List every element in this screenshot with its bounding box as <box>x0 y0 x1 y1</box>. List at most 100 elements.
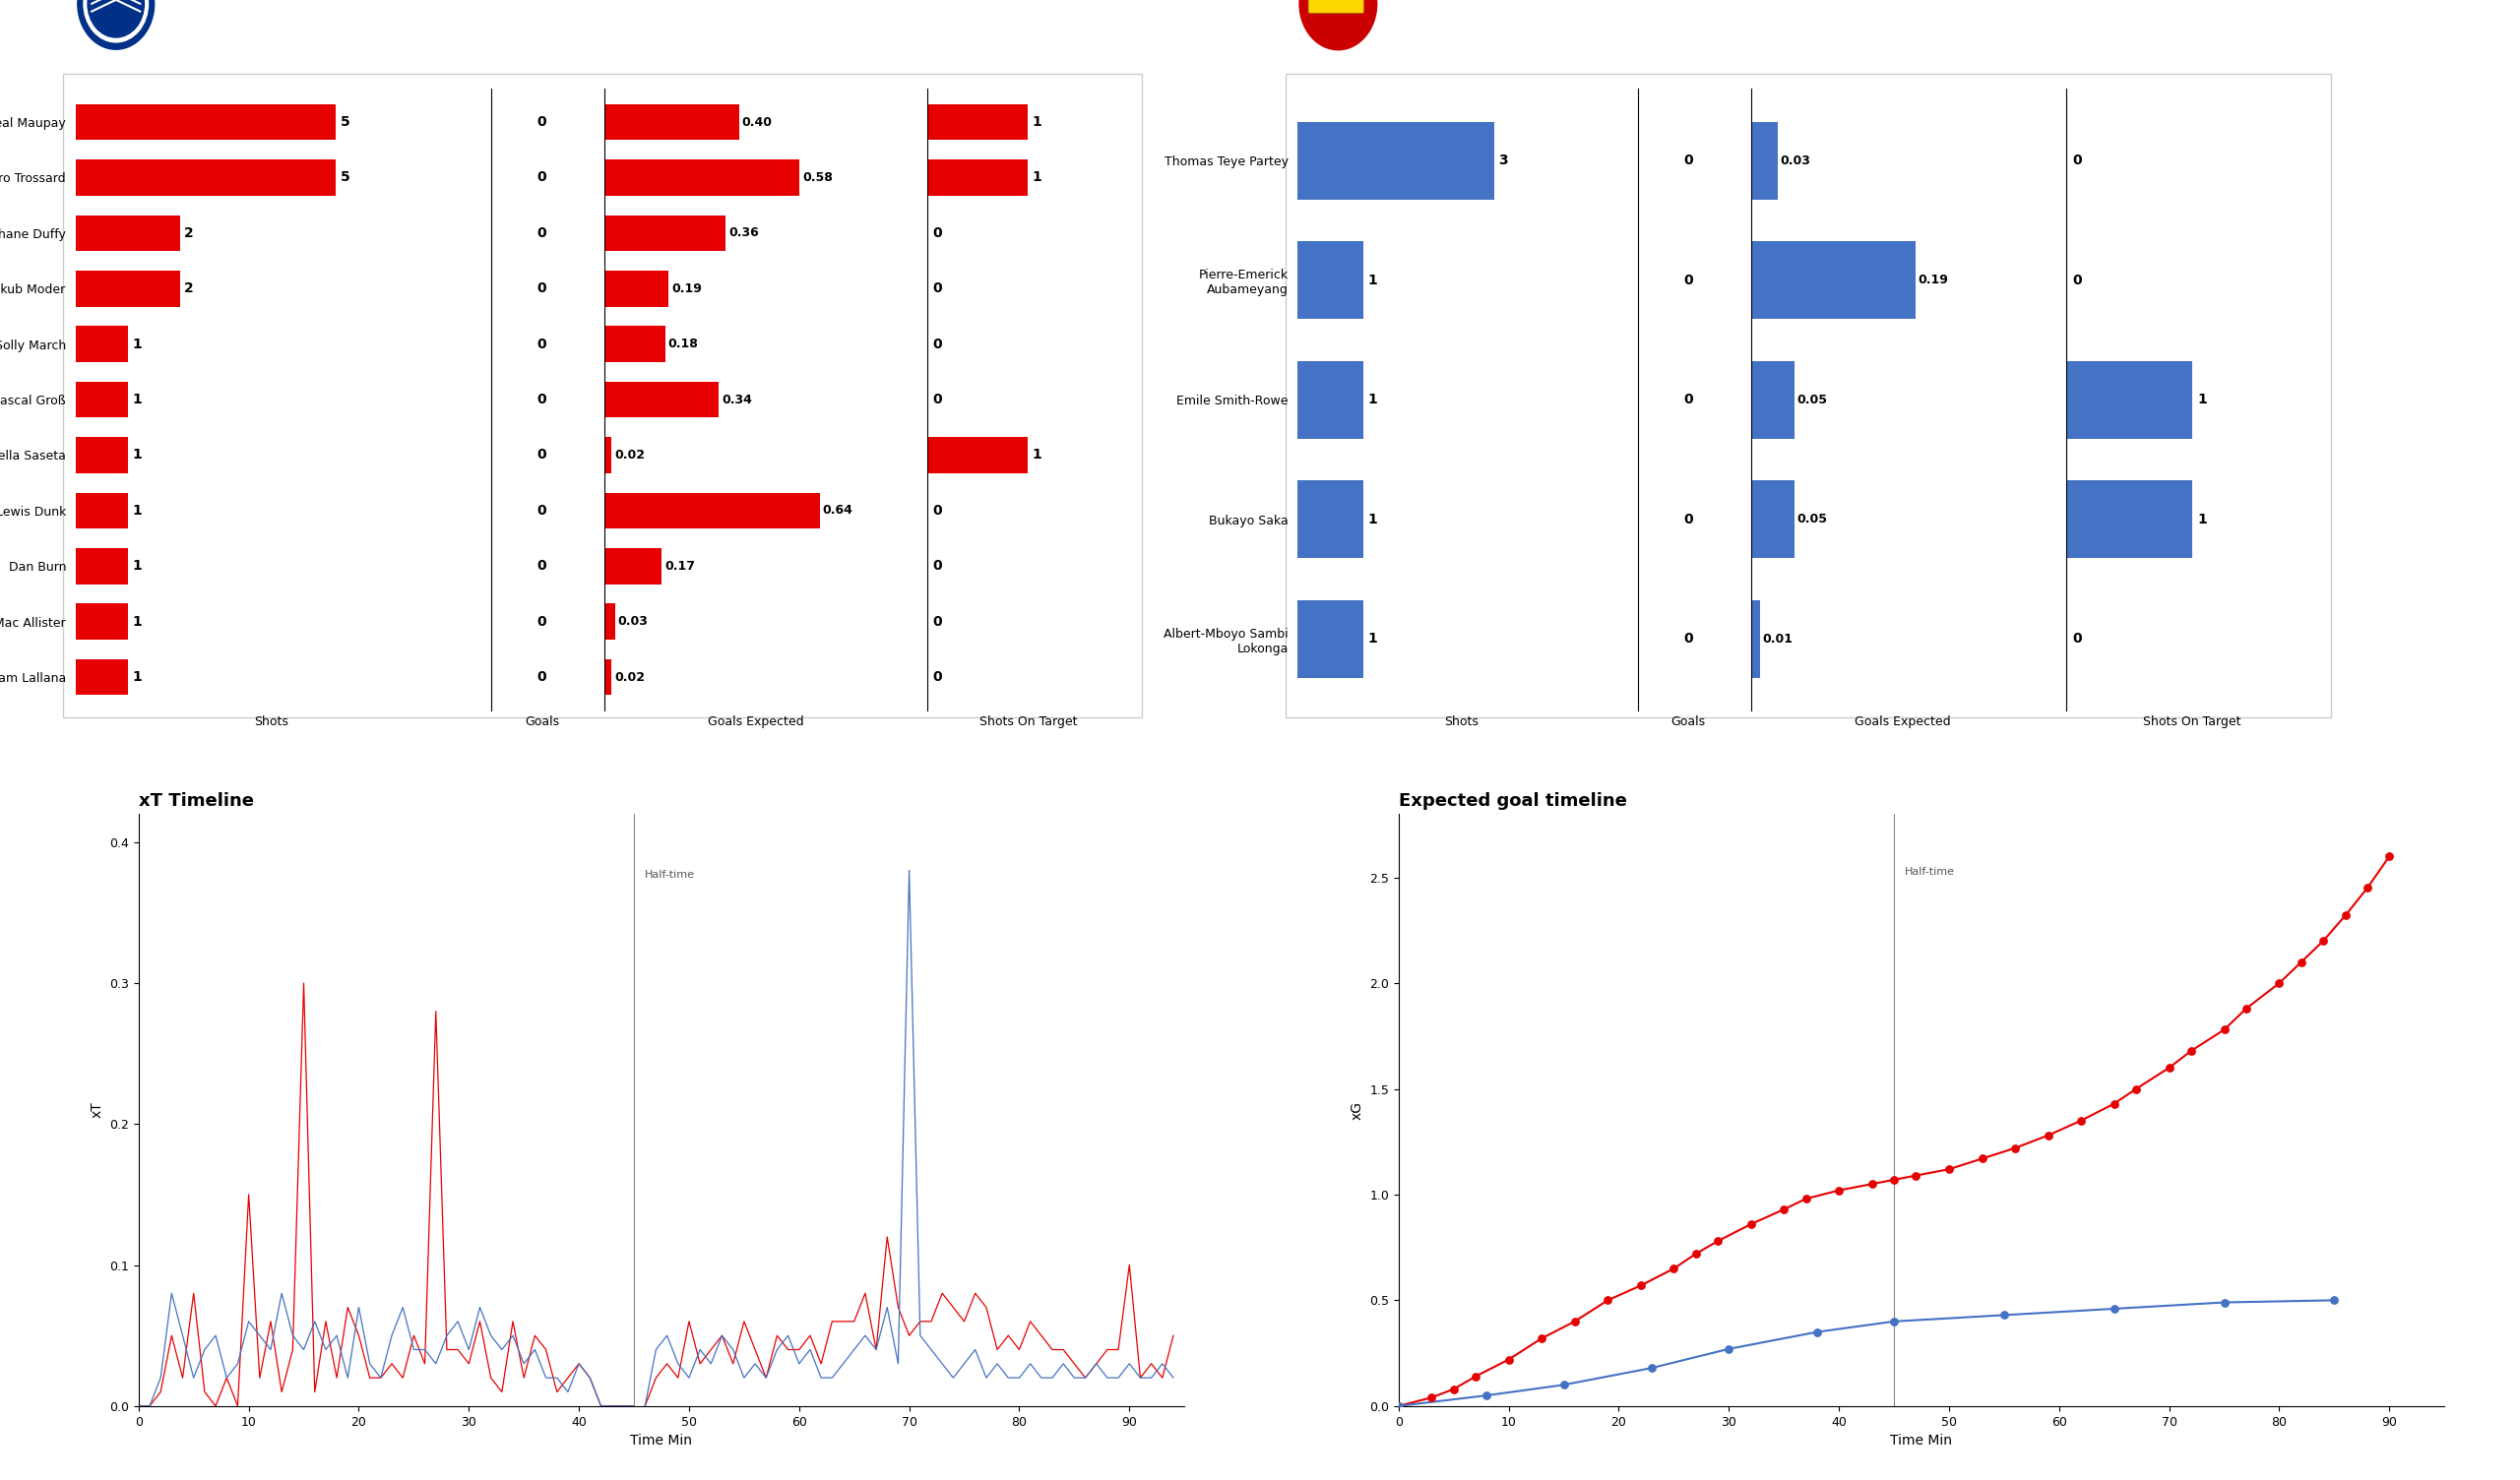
FancyBboxPatch shape <box>1308 0 1363 13</box>
Bar <box>605 604 615 639</box>
Text: 1: 1 <box>131 670 141 684</box>
Text: 0: 0 <box>932 503 942 518</box>
X-axis label: Shots: Shots <box>1444 716 1479 728</box>
Bar <box>927 104 1028 141</box>
Text: 0: 0 <box>1683 632 1693 645</box>
Point <box>1489 1348 1530 1372</box>
Text: Expected goal timeline: Expected goal timeline <box>1399 792 1628 810</box>
Text: 0: 0 <box>1683 392 1693 407</box>
Point <box>1457 1365 1497 1388</box>
Point <box>1545 1373 1585 1397</box>
Point <box>2313 1289 2354 1313</box>
Text: 0: 0 <box>1683 154 1693 167</box>
Bar <box>605 160 799 195</box>
Point <box>1555 1310 1595 1333</box>
Text: 0: 0 <box>537 503 547 518</box>
Point <box>1983 1304 2024 1328</box>
Bar <box>605 659 612 696</box>
Bar <box>76 271 179 306</box>
Text: 0.36: 0.36 <box>728 226 759 240</box>
Text: 2: 2 <box>184 281 194 296</box>
Text: 0: 0 <box>537 559 547 573</box>
Bar <box>76 382 129 417</box>
Point <box>1676 1242 1716 1265</box>
Text: 0: 0 <box>537 226 547 240</box>
Bar <box>927 160 1028 195</box>
Bar <box>605 215 726 252</box>
Point <box>1875 1310 1915 1333</box>
Text: Half-time: Half-time <box>645 870 696 881</box>
Point <box>2094 1296 2134 1320</box>
Point <box>1522 1326 1562 1350</box>
Text: 1: 1 <box>131 614 141 629</box>
Text: 1: 1 <box>1033 448 1041 462</box>
Text: 0.02: 0.02 <box>615 670 645 684</box>
Point <box>1852 1172 1893 1196</box>
X-axis label: Shots On Target: Shots On Target <box>2145 716 2240 728</box>
X-axis label: Time Min: Time Min <box>630 1434 693 1447</box>
X-axis label: Goals Expected: Goals Expected <box>708 716 804 728</box>
Bar <box>76 548 129 585</box>
Text: 0: 0 <box>932 281 942 296</box>
Text: 0: 0 <box>537 337 547 351</box>
Bar <box>1298 599 1363 678</box>
Text: 0: 0 <box>537 170 547 185</box>
X-axis label: Goals Expected: Goals Expected <box>1855 716 1950 728</box>
Text: 5: 5 <box>340 170 350 185</box>
Point <box>1875 1168 1915 1191</box>
Bar <box>605 382 718 417</box>
X-axis label: Time Min: Time Min <box>1890 1434 1953 1447</box>
Point <box>1787 1187 1827 1211</box>
Point <box>2205 1291 2245 1314</box>
Point <box>1378 1394 1419 1418</box>
Point <box>1698 1230 1739 1254</box>
Bar <box>1298 241 1363 318</box>
Point <box>1895 1163 1935 1187</box>
Bar <box>2066 481 2192 558</box>
Bar <box>1751 241 1915 318</box>
Point <box>2117 1077 2157 1101</box>
Ellipse shape <box>88 0 144 37</box>
Y-axis label: xT: xT <box>91 1101 103 1119</box>
Point <box>1797 1320 1837 1344</box>
Text: 1: 1 <box>1368 512 1376 525</box>
Bar <box>76 104 335 141</box>
Point <box>1709 1336 1749 1360</box>
X-axis label: Shots: Shots <box>255 716 287 728</box>
Point <box>1963 1147 2003 1171</box>
Point <box>2326 904 2366 928</box>
Point <box>2346 876 2386 900</box>
Text: 0.02: 0.02 <box>615 448 645 462</box>
Point <box>2150 1055 2190 1079</box>
Bar <box>1298 121 1494 200</box>
Bar <box>605 548 663 585</box>
Point <box>1928 1157 1968 1181</box>
Text: 0: 0 <box>932 670 942 684</box>
Text: 1: 1 <box>1368 392 1376 407</box>
Text: 1: 1 <box>1033 170 1041 185</box>
Text: 1: 1 <box>131 503 141 518</box>
Text: 0: 0 <box>932 337 942 351</box>
Text: 1: 1 <box>131 559 141 573</box>
Text: 0: 0 <box>2071 632 2082 645</box>
Text: 0: 0 <box>932 559 942 573</box>
Bar <box>1751 121 1777 200</box>
X-axis label: Goals: Goals <box>524 716 559 728</box>
Bar <box>1751 361 1794 438</box>
Point <box>2094 1092 2134 1116</box>
Ellipse shape <box>83 0 149 43</box>
Bar <box>927 437 1028 474</box>
Point <box>2061 1109 2102 1132</box>
Point <box>2303 929 2344 953</box>
Bar <box>1298 481 1363 558</box>
Bar <box>605 437 612 474</box>
Text: 1: 1 <box>131 448 141 462</box>
Circle shape <box>1300 0 1376 50</box>
Text: 1: 1 <box>131 392 141 407</box>
Bar <box>1751 599 1759 678</box>
Text: 0.01: 0.01 <box>1761 632 1794 645</box>
Bar <box>76 659 129 696</box>
Bar <box>605 326 665 363</box>
Point <box>1653 1257 1693 1280</box>
Bar <box>76 160 335 195</box>
